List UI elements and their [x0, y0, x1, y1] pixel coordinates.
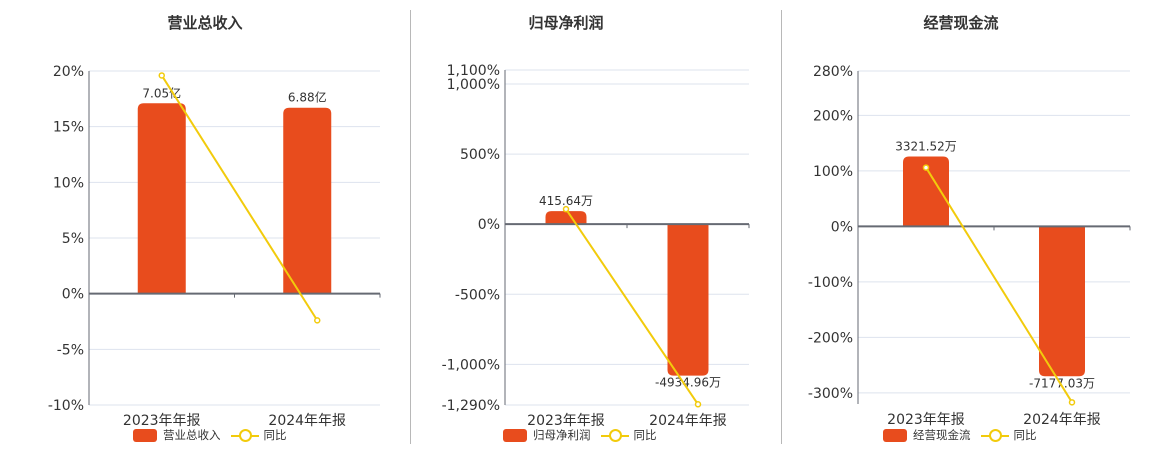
chart-panel-revenue: 营业总收入 20% 15% 10% 5% 0% -5% -10% 7.05亿 2023年年报 6.…: [0, 0, 410, 450]
legend-bar-label[interactable]: 归母净利润: [533, 428, 591, 442]
x-tick-label: 2024年年报: [268, 413, 346, 429]
x-tick-label: 2024年年报: [1023, 412, 1101, 428]
x-tick-label: 2023年年报: [527, 413, 605, 429]
legend-bar-label[interactable]: 经营现金流: [913, 428, 971, 442]
y-tick-label: 15%: [53, 120, 84, 136]
y-tick-label: 5%: [62, 231, 84, 247]
legend-line-label[interactable]: 同比: [263, 428, 287, 442]
bar-value-label: 6.88亿: [288, 90, 327, 105]
x-tick-label: 2023年年报: [887, 412, 965, 428]
chart-title: 经营现金流: [923, 14, 999, 32]
y-tick-label: 200%: [813, 108, 853, 124]
yoy-point[interactable]: [314, 317, 321, 324]
chart-legend[interactable]: 归母净利润 同比: [503, 427, 657, 443]
y-tick-label: 0%: [831, 219, 853, 235]
legend-bar-swatch-icon: [133, 428, 157, 442]
bar[interactable]: [903, 156, 949, 227]
y-tick-label: -100%: [808, 275, 853, 291]
y-tick-label: 1,000%: [447, 77, 500, 93]
y-tick-label: -10%: [48, 398, 84, 414]
legend-line-marker-icon: [230, 428, 259, 442]
bar[interactable]: [137, 103, 186, 294]
bar-value-label: -7177.03万: [1029, 376, 1095, 390]
y-tick-label: 0%: [478, 217, 500, 233]
legend-line-label[interactable]: 同比: [633, 428, 657, 442]
chart-panel-net-profit: 归母净利润 1,100% 1,000% 500% 0% -500% -1,000% -1,2…: [411, 0, 781, 450]
y-tick-label: -1,290%: [442, 398, 500, 414]
chart-legend[interactable]: 营业总收入 同比: [133, 427, 287, 443]
legend-line-marker-icon: [980, 428, 1009, 442]
y-tick-label: -1,000%: [442, 357, 500, 373]
y-tick-label: -5%: [57, 342, 84, 358]
bar[interactable]: [1039, 226, 1085, 377]
yoy-point[interactable]: [158, 72, 165, 79]
y-tick-label: -200%: [808, 330, 853, 346]
bar-value-label: 3321.52万: [895, 139, 957, 153]
y-tick-label: 0%: [62, 287, 84, 303]
y-tick-label: -300%: [808, 386, 853, 402]
chart-plot: 280% 200% 100% 0% -100% -200% -300% 3321.52万 202…: [808, 64, 1131, 428]
yoy-line: [925, 167, 1073, 403]
bar[interactable]: [283, 107, 332, 294]
panel-divider: [410, 10, 411, 444]
y-tick-label: 280%: [813, 64, 853, 80]
yoy-point[interactable]: [1068, 399, 1076, 406]
legend-line-label[interactable]: 同比: [1013, 428, 1037, 442]
legend-line-marker-icon: [600, 428, 629, 442]
bar[interactable]: [667, 224, 709, 376]
yoy-point[interactable]: [922, 164, 930, 171]
bar-value-label: -4934.96万: [655, 376, 721, 390]
y-tick-label: 10%: [53, 175, 84, 191]
y-tick-label: -500%: [455, 287, 500, 303]
yoy-point[interactable]: [694, 401, 702, 408]
y-tick-label: 20%: [53, 64, 84, 80]
chart-legend[interactable]: 经营现金流 同比: [883, 427, 1037, 443]
chart-title: 营业总收入: [167, 14, 243, 32]
yoy-line: [160, 74, 319, 321]
bar[interactable]: [545, 211, 587, 225]
yoy-point[interactable]: [562, 205, 570, 213]
legend-bar-swatch-icon: [883, 428, 907, 442]
legend-bar-label[interactable]: 营业总收入: [163, 428, 221, 442]
chart-panel-operating-cash-flow: 经营现金流 280% 200% 100% 0% -100% -200% -300% 3321.…: [782, 0, 1160, 450]
chart-plot: 1,100%1,000% 500% 0% -500% -1,000% -1,290% 415…: [442, 63, 750, 429]
x-tick-label: 2024年年报: [649, 413, 727, 429]
x-tick-label: 2023年年报: [123, 413, 201, 429]
y-tick-label: 500%: [460, 147, 500, 163]
legend-bar-swatch-icon: [503, 428, 527, 442]
yoy-line: [565, 208, 699, 405]
y-tick-label: 100%: [813, 164, 853, 180]
y-tick-label: 1,100%: [447, 63, 500, 79]
chart-plot: 20%15%10%5%0%-5%-10%7.05亿2023年年报6.88亿202…: [48, 64, 381, 429]
bar-value-label: 415.64万: [539, 194, 593, 208]
panel-divider: [781, 10, 782, 444]
chart-title: 归母净利润: [528, 14, 604, 32]
